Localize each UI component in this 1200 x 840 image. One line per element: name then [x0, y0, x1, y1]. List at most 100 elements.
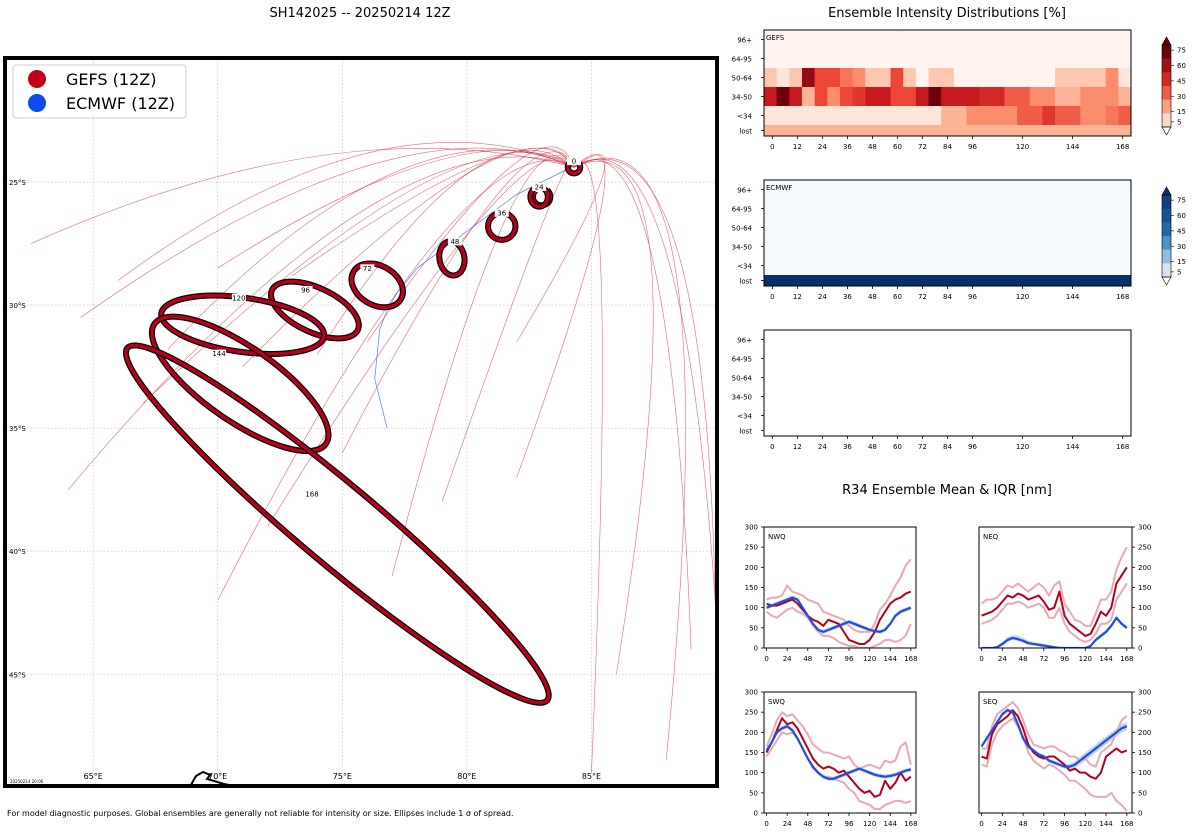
r34-quadrant-label: NWQ [768, 533, 786, 541]
heat-cell [941, 237, 955, 257]
ellipse-hour-96 [269, 279, 361, 341]
hour-tick-label: 120 [1016, 293, 1029, 301]
gefs-member-track [142, 152, 575, 404]
heat-cell [852, 87, 866, 107]
heat-cell [1067, 125, 1081, 137]
heat-cell [1055, 180, 1069, 200]
heat-cell [877, 49, 892, 69]
colorbar-tick-label: 60 [1177, 212, 1186, 220]
heat-cell [814, 87, 828, 107]
heat-cell [966, 218, 980, 238]
ellipse-label-text: 96 [301, 286, 310, 294]
heat-cell [827, 199, 841, 219]
r34-y-tick-label: 100 [745, 604, 758, 612]
heat-cell [1017, 68, 1031, 88]
ecmwf-mean-line [766, 596, 912, 633]
r34-x-tick-label: 144 [884, 655, 898, 663]
heat-cell [1093, 237, 1107, 257]
heat-cell [1118, 256, 1132, 276]
row-label: lost [739, 428, 752, 436]
heat-cell [953, 180, 967, 200]
row-label: 96+ [737, 337, 752, 345]
heat-cell [915, 49, 930, 69]
island-outline [189, 770, 235, 785]
heat-cell [764, 275, 778, 287]
colorbar-segment [1162, 249, 1171, 264]
heat-cell [865, 87, 879, 107]
heat-cell [1067, 218, 1081, 238]
heat-cell [839, 87, 854, 107]
heat-cell [814, 275, 828, 287]
heat-cell [915, 125, 930, 137]
dist-panel-gefs: GEFS 96+ 64-95 50-64 34-50 <34 lost 0 12 24 36 48 60… [732, 29, 1186, 151]
row-label: <34 [737, 263, 752, 271]
heat-cell [1080, 218, 1094, 238]
heat-cell [1017, 180, 1031, 200]
heat-cell [776, 87, 790, 107]
hour-tick-label: 36 [843, 443, 852, 451]
heat-cell [941, 106, 955, 126]
r34-y-tick-label: 200 [1138, 729, 1151, 737]
heat-cell [877, 30, 892, 50]
heat-cell [877, 275, 892, 287]
heat-cell [827, 256, 841, 276]
heat-cell [979, 68, 993, 88]
heat-cell [928, 125, 942, 137]
gefs-mean-line [981, 709, 1128, 780]
heat-cell [789, 180, 803, 200]
heat-cell [1017, 256, 1031, 276]
r34-y-tick-label: 100 [1138, 604, 1151, 612]
colorbar-segment [1162, 236, 1171, 251]
heat-cell [814, 218, 828, 238]
heat-cell [979, 275, 993, 287]
r34-x-tick-label: 48 [803, 655, 812, 663]
colorbar-tick-label: 45 [1177, 77, 1186, 85]
heat-cell [789, 237, 803, 257]
hour-tick-label: 12 [793, 143, 802, 151]
heat-cell [928, 180, 942, 200]
ellipse-hour-72 [349, 261, 405, 310]
heat-cell [1029, 125, 1043, 137]
r34-x-tick-label: 24 [998, 820, 1007, 828]
r34-x-tick-label: 120 [1079, 820, 1092, 828]
legend-ecmwf-label: ECMWF (12Z) [66, 94, 175, 113]
heat-cell [979, 30, 993, 50]
heat-cell [953, 68, 967, 88]
heat-cell [801, 199, 816, 219]
heat-cell [979, 87, 993, 107]
gefs-q1-line [981, 582, 1128, 643]
heat-cell [865, 256, 879, 276]
heat-cell [890, 275, 904, 287]
hour-tick-label: 12 [793, 443, 802, 451]
heat-cell [903, 237, 917, 257]
heat-cell [852, 180, 866, 200]
heat-cell [839, 49, 854, 69]
heat-cell [966, 199, 980, 219]
heat-cell [865, 106, 879, 126]
r34-y-tick-label: 250 [745, 709, 758, 717]
row-label: 34-50 [732, 394, 752, 402]
r34-panel-frame [763, 691, 917, 814]
r34-x-tick-label: 120 [863, 655, 876, 663]
heat-cell [839, 275, 854, 287]
heat-cell [1042, 125, 1056, 137]
heat-cell [991, 218, 1005, 238]
gefs-q1-line [765, 606, 912, 648]
heat-cell [1055, 237, 1069, 257]
colorbar-segment [1162, 208, 1171, 223]
heat-cell [827, 30, 841, 50]
r34-x-tick-label: 144 [884, 820, 898, 828]
heat-cell [865, 68, 879, 88]
heat-cell [877, 125, 892, 137]
heat-cell [890, 30, 904, 50]
gefs-member-track [573, 158, 716, 724]
gefs-q3-line [980, 546, 1128, 627]
colorbar-extend-top [1161, 36, 1172, 46]
hour-tick-label: 168 [1116, 443, 1129, 451]
heat-cell [1055, 106, 1069, 126]
heat-cell [1004, 68, 1018, 88]
row-label: <34 [737, 113, 752, 121]
heat-cell [776, 256, 790, 276]
colorbar-segment [1162, 86, 1171, 101]
